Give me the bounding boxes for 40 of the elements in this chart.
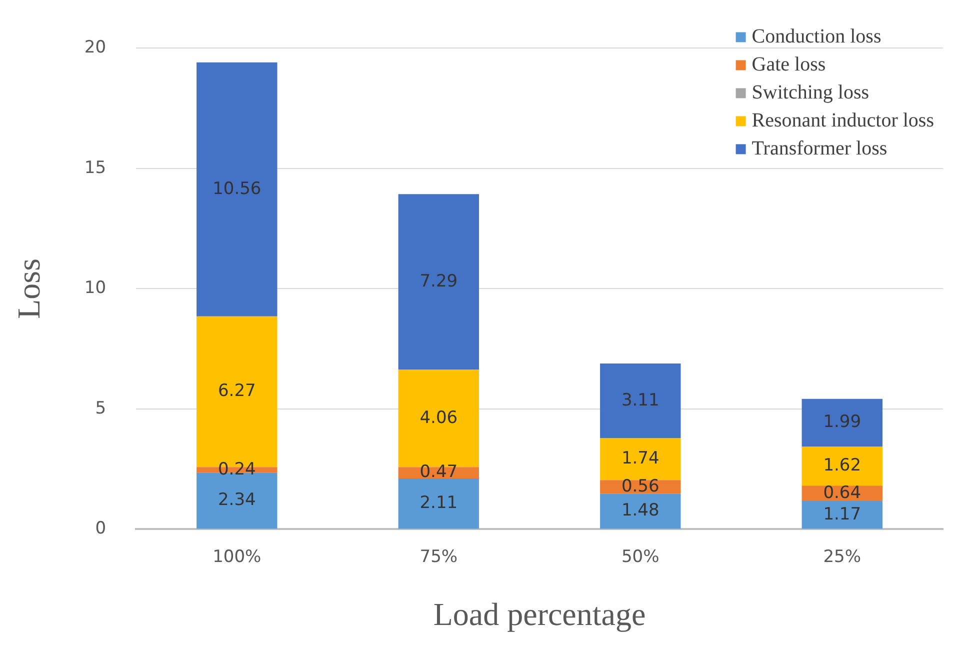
y-tick-label: 0 [95,518,106,539]
legend-label: Gate loss [752,53,826,76]
data-label: 1.74 [621,448,660,469]
y-tick-label: 10 [84,278,106,298]
bar [600,438,681,480]
x-axis-title: Load percentage [433,596,646,632]
x-tick-label: 100% [212,546,262,567]
bar [196,62,278,316]
bar [802,501,882,529]
legend-label: Resonant inductor loss [752,109,934,132]
bar [398,478,479,529]
data-label: 0.64 [823,482,862,503]
legend-label: Switching loss [752,81,870,104]
bar [600,494,681,529]
bar [802,398,882,447]
legend-label: Conduction loss [752,25,882,48]
data-label: 3.11 [621,390,660,410]
y-tick-label: 5 [95,398,106,418]
x-tick-label: 75% [420,546,458,567]
data-label: 10.56 [212,178,262,199]
bar [600,363,681,438]
data-label: 2.34 [218,490,256,510]
data-label: 0.56 [621,476,660,496]
data-label: 1.48 [621,500,660,521]
bar [398,194,479,370]
data-label: 1.99 [823,412,862,432]
data-label: 1.17 [823,504,862,524]
x-tick-label: 50% [621,546,660,567]
data-label: 6.27 [218,381,256,402]
legend-label: Transformer loss [752,137,888,160]
y-tick-label: 20 [84,38,106,58]
data-label: 2.11 [420,493,458,513]
data-label: 0.47 [420,462,458,482]
y-tick-label: 15 [84,158,106,178]
data-label: 4.06 [420,408,458,428]
x-tick-label: 25% [823,546,862,567]
y-axis-title: Loss [10,258,47,319]
data-label: 1.62 [823,456,862,476]
data-label: 7.29 [420,271,458,292]
bar [802,446,882,486]
